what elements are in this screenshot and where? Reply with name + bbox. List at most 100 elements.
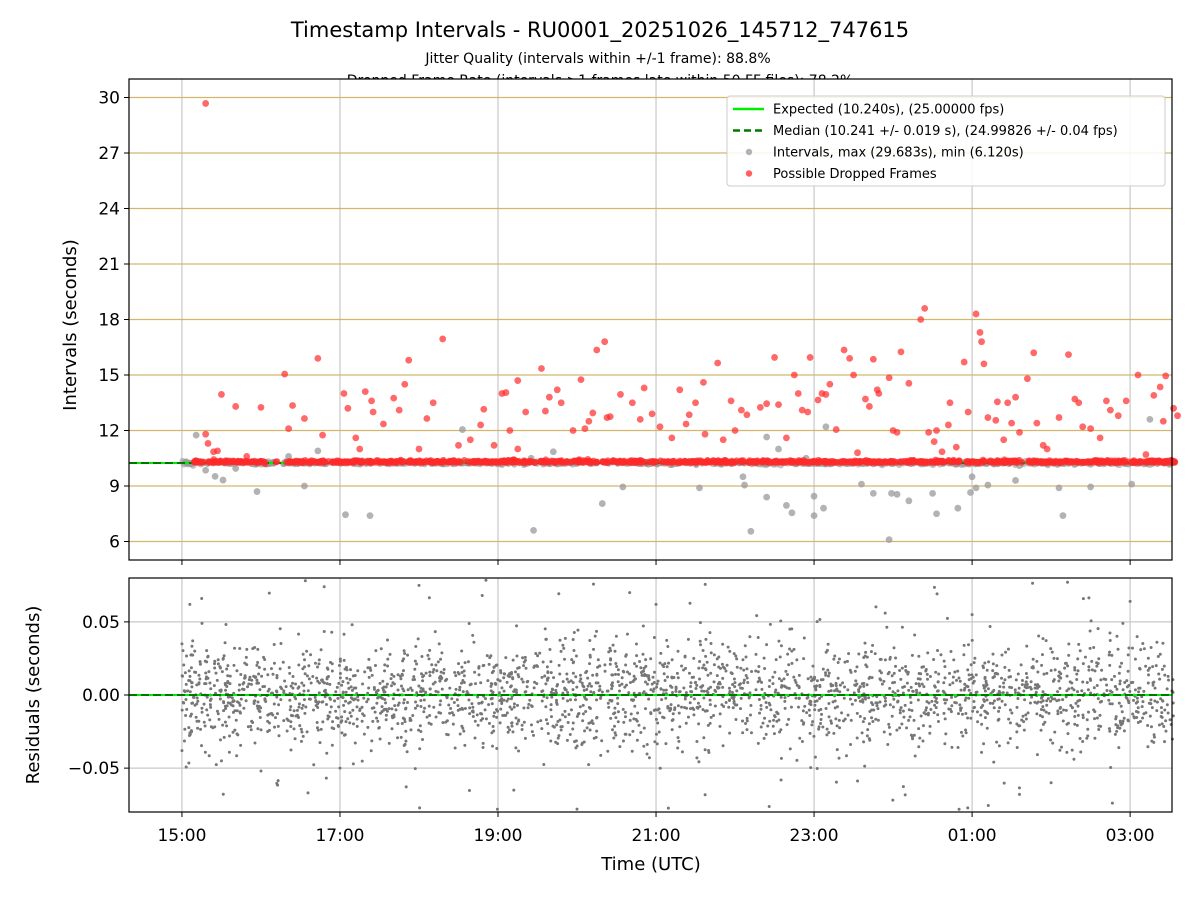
residual-point xyxy=(892,646,896,650)
residual-point xyxy=(372,706,376,710)
residual-point xyxy=(652,687,656,691)
residual-point xyxy=(561,713,565,717)
residual-point xyxy=(1017,786,1021,790)
residual-point xyxy=(517,718,521,722)
intervals-ytick-label-3: 15 xyxy=(98,366,120,386)
residual-point xyxy=(350,688,354,692)
residual-point xyxy=(883,696,887,700)
residual-point xyxy=(1086,688,1090,692)
dropped-frame-point xyxy=(1000,436,1008,444)
residual-point xyxy=(678,725,682,729)
residual-point xyxy=(1076,713,1080,717)
residual-point xyxy=(581,712,585,716)
residual-point xyxy=(461,678,465,682)
residual-point xyxy=(1133,657,1137,661)
residual-point xyxy=(505,680,509,684)
residual-point xyxy=(586,684,590,688)
residual-point xyxy=(415,662,419,666)
residual-point xyxy=(647,678,651,682)
residual-point xyxy=(334,709,338,713)
interval-point xyxy=(822,423,830,431)
residual-point xyxy=(541,660,545,664)
residual-point xyxy=(879,657,883,661)
residual-point xyxy=(370,739,374,743)
residual-point xyxy=(606,749,610,753)
residual-point xyxy=(433,680,437,684)
residual-point xyxy=(926,651,930,655)
residual-point xyxy=(964,731,968,735)
residual-point xyxy=(554,688,558,692)
residual-point xyxy=(319,727,323,731)
residual-point xyxy=(936,713,940,717)
residual-point xyxy=(1007,717,1011,721)
residual-point xyxy=(399,677,403,681)
residual-point xyxy=(563,715,567,719)
residual-point xyxy=(833,706,837,710)
residual-point xyxy=(360,759,364,763)
dropped-frame-point xyxy=(601,338,609,346)
residual-point xyxy=(188,602,192,606)
residual-point xyxy=(335,685,339,689)
residual-point xyxy=(1029,680,1033,684)
residual-point xyxy=(837,756,841,760)
residual-point xyxy=(1136,700,1140,704)
dropped-frame-point xyxy=(714,359,722,367)
residual-point xyxy=(982,742,986,746)
residual-point xyxy=(615,665,619,669)
residual-point xyxy=(267,728,271,732)
residual-point xyxy=(367,675,371,679)
residual-point xyxy=(1121,621,1125,625)
dropped-frame-point xyxy=(455,457,463,465)
residual-point xyxy=(632,674,636,678)
dropped-frame-point xyxy=(1087,425,1095,433)
residual-point xyxy=(246,725,250,729)
residual-point xyxy=(587,706,591,710)
residuals-ytick-label-2: 0.05 xyxy=(82,613,120,633)
residual-point xyxy=(1029,687,1033,691)
residual-point xyxy=(275,695,279,699)
residual-point xyxy=(899,677,903,681)
residual-point xyxy=(1095,664,1099,668)
residual-point xyxy=(344,665,348,669)
dropped-frame-point xyxy=(1043,445,1051,453)
residual-point xyxy=(1154,664,1158,668)
residual-point xyxy=(903,703,907,707)
dropped-frame-point xyxy=(1058,458,1066,466)
residual-point xyxy=(544,718,548,722)
residual-point xyxy=(1146,668,1150,672)
residual-point xyxy=(298,724,302,728)
residual-point xyxy=(303,658,307,662)
residual-point xyxy=(794,681,798,685)
residual-point xyxy=(863,764,867,768)
interval-point xyxy=(747,527,755,535)
dropped-frame-point xyxy=(668,434,676,442)
residual-point xyxy=(251,720,255,724)
residual-point xyxy=(577,712,581,716)
residual-point xyxy=(703,748,707,752)
dropped-frame-point xyxy=(248,458,256,465)
residual-point xyxy=(449,706,453,710)
dropped-frame-point xyxy=(897,348,905,356)
dropped-frame-point xyxy=(356,445,364,453)
residual-point xyxy=(583,729,587,733)
residual-point xyxy=(741,658,745,662)
residual-point xyxy=(862,684,866,688)
residual-point xyxy=(273,716,277,720)
residual-point xyxy=(275,674,279,678)
residual-point xyxy=(623,710,627,714)
residual-point xyxy=(312,763,316,767)
residual-point xyxy=(221,657,225,661)
residual-point xyxy=(1096,697,1100,701)
residual-point xyxy=(555,723,559,727)
residual-point xyxy=(447,703,451,707)
residual-point xyxy=(783,706,787,710)
residual-point xyxy=(431,670,435,674)
interval-point xyxy=(810,512,818,519)
residual-point xyxy=(820,712,824,716)
residual-point xyxy=(1128,599,1132,603)
residual-point xyxy=(953,670,957,674)
residual-point xyxy=(369,749,373,753)
residual-point xyxy=(797,686,801,690)
residual-point xyxy=(563,657,567,661)
residual-point xyxy=(341,690,345,694)
